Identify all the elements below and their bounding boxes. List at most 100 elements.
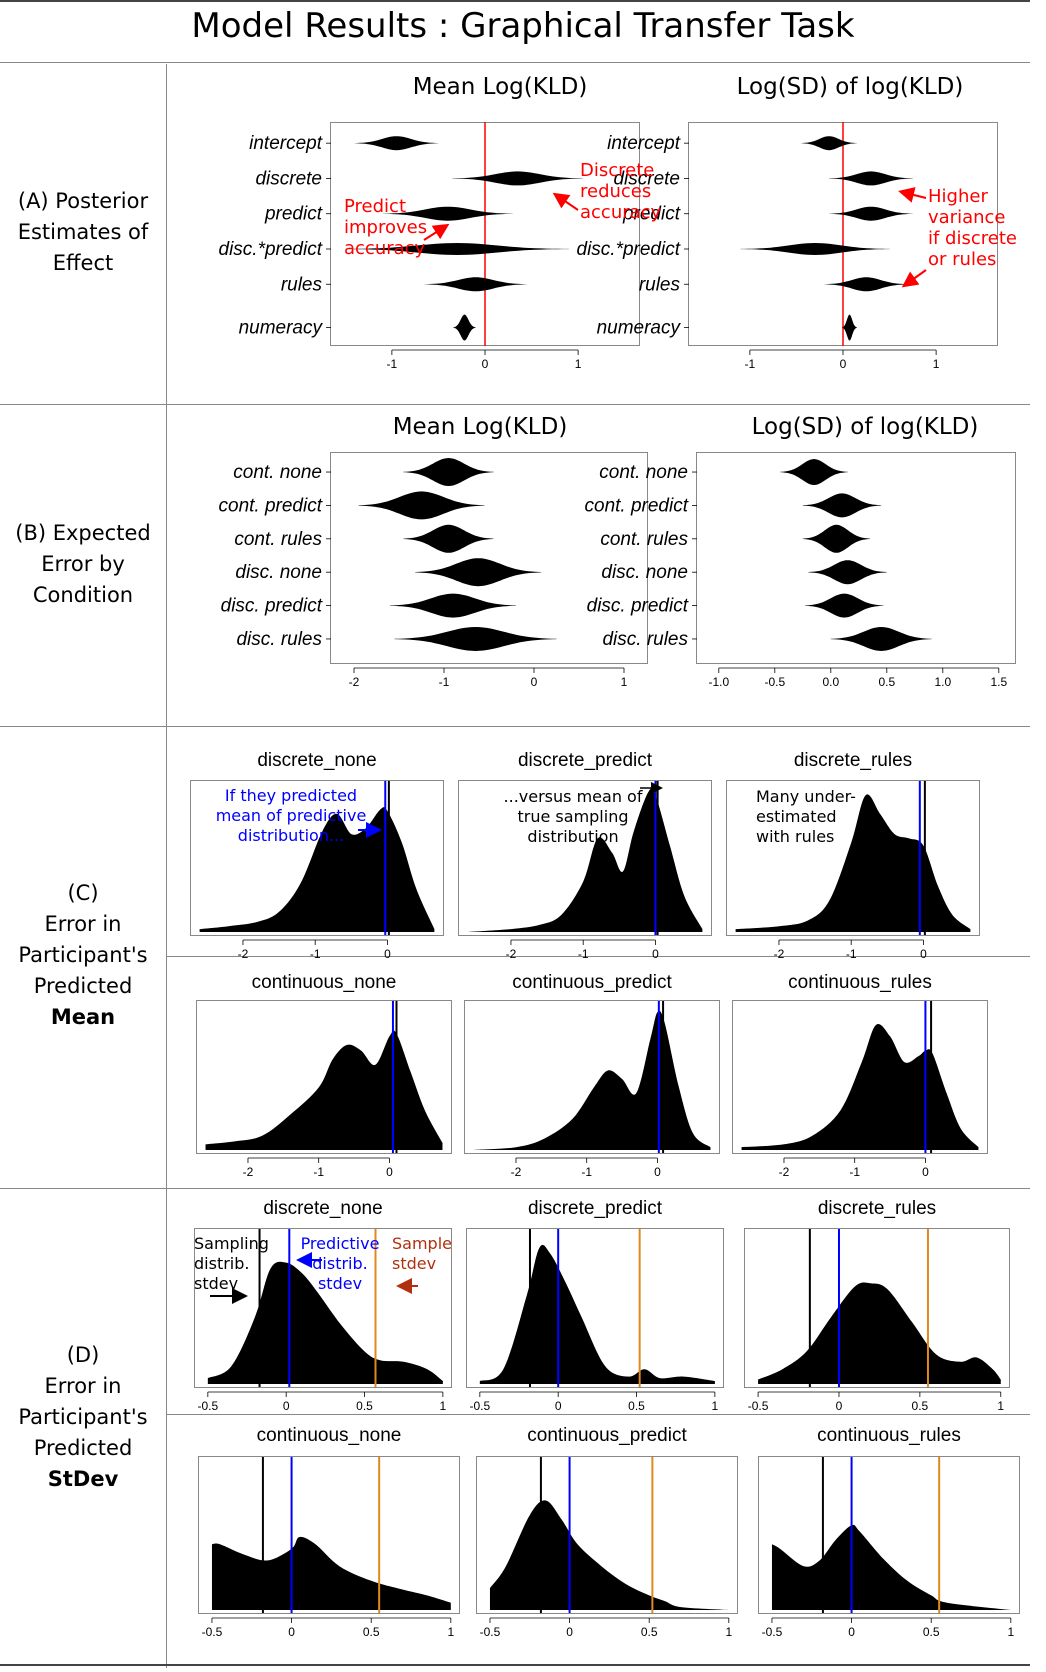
- x-tick-label: -1: [439, 675, 450, 689]
- subplot-title-c1: discrete_none: [257, 750, 377, 771]
- chart-svg-c1: -2 -1 0: [199, 781, 435, 961]
- x-tick-label: 0: [840, 357, 847, 371]
- plot-frame-c4: [196, 1000, 452, 1154]
- subplot-title-c2: discrete_predict: [517, 750, 653, 771]
- x-tick-label: 0.5: [912, 1399, 929, 1413]
- category-label: intercept: [249, 133, 323, 154]
- row-rule-ab: [0, 404, 1030, 405]
- violin-cont--none: [780, 459, 848, 485]
- bottom-rule: [0, 1664, 1030, 1666]
- x-tick-label: -2: [243, 1165, 254, 1179]
- plot-frame-d1: [194, 1228, 452, 1388]
- x-tick-label: 0.5: [878, 675, 895, 689]
- row-rule-d-inner: [166, 1414, 1030, 1415]
- x-tick-label: -1: [310, 947, 321, 961]
- violin-disc--predict: [345, 243, 569, 255]
- x-tick-label: -1: [581, 1165, 592, 1179]
- top-rule: [0, 0, 1030, 2]
- x-tick-label: -1.0: [708, 675, 729, 689]
- subplot-title-c5: continuous_predict: [512, 972, 672, 993]
- plot-frame-c1: [190, 780, 444, 936]
- plot-frame-d3: [744, 1228, 1010, 1388]
- annotation-if-predicted: If they predicted mean of predictive distr…: [215, 786, 367, 845]
- x-tick-label: 0.5: [356, 1399, 373, 1413]
- violin-discrete: [829, 171, 913, 186]
- density-area: [199, 807, 435, 932]
- subplot-title-d1: discrete_none: [263, 1198, 383, 1219]
- plot-frame-d5: [476, 1456, 738, 1614]
- violin-predict: [382, 206, 513, 221]
- row-rule-cd: [0, 1188, 1030, 1189]
- annotation-higher-variance: Higher variance if discrete or rules: [928, 186, 1017, 270]
- x-tick-label: 1.0: [934, 675, 951, 689]
- x-tick-label: -0.5: [762, 1625, 783, 1639]
- density-area: [758, 1282, 1001, 1384]
- category-label: cont. predict: [585, 495, 689, 516]
- violin-cont--rules: [403, 524, 494, 553]
- chart-svg-b2: -1.0 -0.5 0.0 0.5 1.0 1.5 cont. none cont. pred…: [585, 459, 1007, 689]
- category-label: predict: [264, 204, 323, 225]
- annotation-arrows-d: [210, 1252, 418, 1304]
- x-tick-label: -1: [578, 947, 589, 961]
- chart-svg-a1: -1 0 1 intercept discrete predict disc.*predic…: [219, 122, 583, 371]
- x-tick-label: -1: [849, 1165, 860, 1179]
- violin-cont--none: [403, 458, 494, 486]
- x-tick-label: 0: [386, 1165, 393, 1179]
- category-label: cont. rules: [600, 529, 688, 550]
- violin-disc--predict: [390, 593, 516, 618]
- row-label-b: (B) Expected Error by Condition: [15, 521, 151, 607]
- density-area: [207, 1261, 443, 1384]
- x-tick-label: 0: [283, 1399, 290, 1413]
- x-tick-label: -2: [779, 1165, 790, 1179]
- x-tick-label: -0.5: [202, 1625, 223, 1639]
- density-area: [771, 1524, 1011, 1610]
- annotation-sampling-stdev: Sampling distrib. stdev: [194, 1234, 269, 1293]
- row-label-c: (C) Error in Participant's Predicted Mean: [18, 881, 148, 1029]
- density-area: [735, 794, 971, 932]
- x-tick-label: 0: [531, 675, 538, 689]
- chart-svg-d3: -0.5 0 0.5 1: [748, 1229, 1004, 1413]
- violin-numeracy: [842, 314, 857, 341]
- category-label: rules: [281, 274, 323, 295]
- x-tick-label: 1: [1007, 1625, 1014, 1639]
- x-tick-label: -1: [846, 947, 857, 961]
- category-label: cont. none: [233, 462, 322, 483]
- annotation-discrete-reduces: Discrete reduces accuracy: [580, 160, 662, 223]
- x-tick-label: -1: [313, 1165, 324, 1179]
- chart-svg-d6: -0.5 0 0.5 1: [762, 1457, 1014, 1639]
- subplot-title-d2: discrete_predict: [527, 1198, 663, 1219]
- category-label: numeracy: [597, 318, 682, 339]
- plot-frame-b2: [696, 452, 1016, 664]
- category-label: disc. predict: [587, 596, 689, 617]
- annotation-predictive-stdev: Predictive distrib. stdev: [300, 1234, 380, 1293]
- x-tick-label: 0: [288, 1625, 295, 1639]
- category-label: disc. none: [601, 562, 688, 583]
- annotation-versus-mean: ...versus mean of true sampling distributi…: [503, 787, 643, 846]
- annotation-arrows-a: [423, 187, 927, 288]
- x-tick-label: -0.5: [748, 1399, 769, 1413]
- x-tick-label: -1: [387, 357, 398, 371]
- arrow-higher-1: [898, 187, 927, 203]
- annotation-arrows-c: [358, 782, 663, 838]
- chart-svg-b1: -2 -1 0 1 cont. none cont. predict cont. rules…: [219, 458, 628, 689]
- subplot-title-d6: continuous_rules: [817, 1425, 961, 1446]
- violin-disc--predict: [805, 593, 884, 618]
- category-label: predict: [622, 204, 681, 225]
- violin-disc--predict: [740, 243, 890, 255]
- plot-frame-d6: [758, 1456, 1020, 1614]
- violin-cont--rules: [802, 524, 870, 553]
- x-tick-label: -2: [774, 947, 785, 961]
- x-tick-label: -0.5: [197, 1399, 218, 1413]
- category-label: discrete: [255, 168, 322, 189]
- subplot-title-d5: continuous_predict: [527, 1425, 687, 1446]
- chart-svg-d1: -0.5 0 0.5 1: [197, 1229, 447, 1413]
- chart-svg-c4: -2 -1 0: [205, 1001, 443, 1179]
- density-area: [211, 1536, 451, 1610]
- x-tick-label: 1.5: [990, 675, 1007, 689]
- subplot-title-d3: discrete_rules: [817, 1198, 937, 1219]
- x-tick-label: -1: [745, 357, 756, 371]
- x-tick-label: 0.5: [923, 1625, 940, 1639]
- category-label: cont. none: [599, 462, 688, 483]
- plot-frame-c5: [464, 1000, 720, 1154]
- x-tick-label: 1: [725, 1625, 732, 1639]
